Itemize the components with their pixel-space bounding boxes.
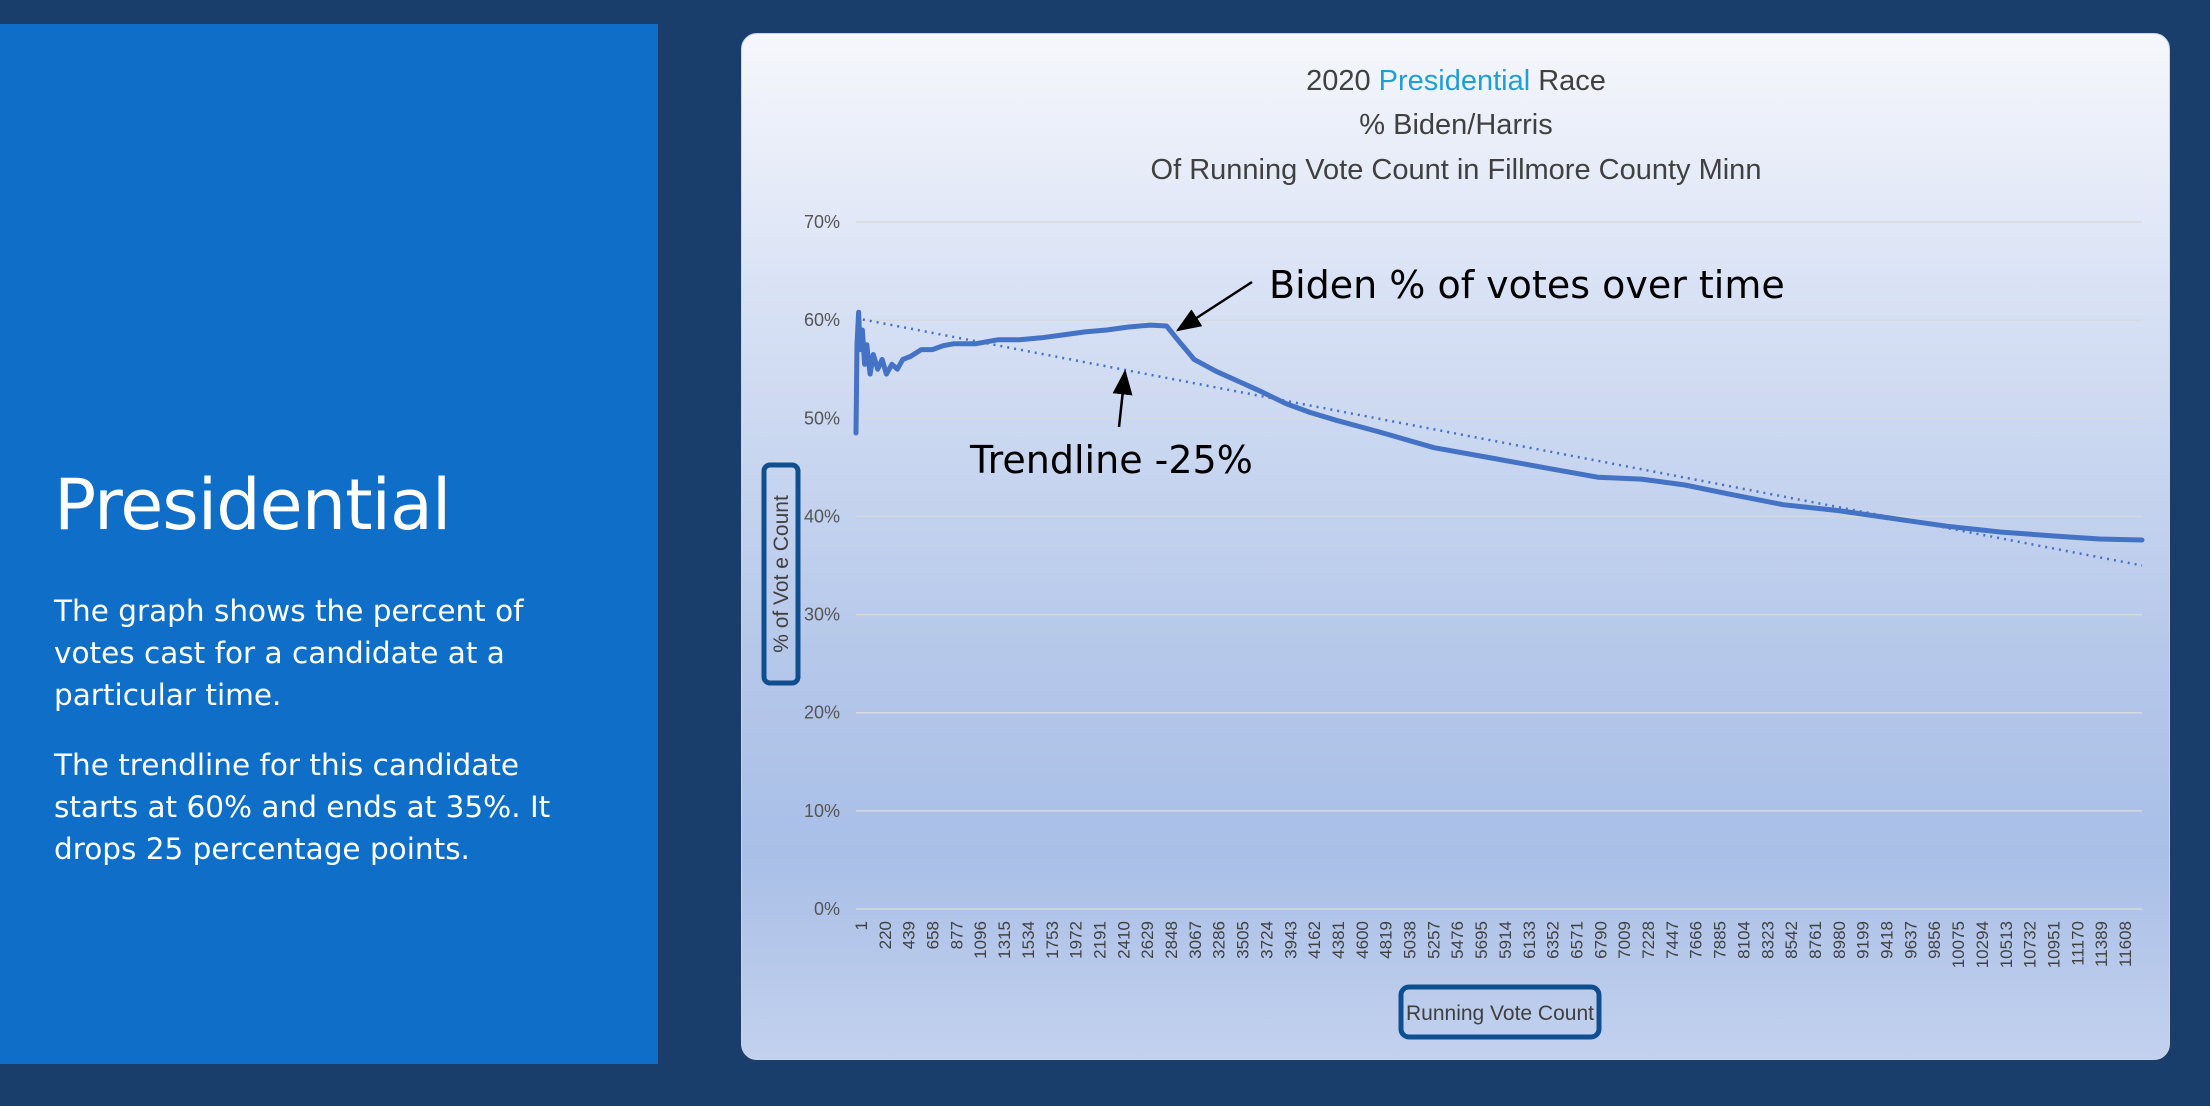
- slide-paragraph-2: The trendline for this candidate starts …: [54, 748, 551, 866]
- annotation-trendline-label: Trendline -25%: [969, 438, 1253, 482]
- y-tick-label: 40%: [804, 506, 840, 526]
- x-tick-label: 8761: [1806, 921, 1825, 959]
- y-axis-label: % of Vot e Count: [770, 495, 793, 653]
- x-tick-label: 3067: [1186, 921, 1205, 959]
- slide-text-panel: Presidential The graph shows the percent…: [0, 24, 658, 1064]
- slide-paragraph-1: The graph shows the percent of votes cas…: [54, 594, 524, 712]
- x-tick-label: 11389: [2092, 921, 2111, 967]
- x-tick-label: 4819: [1377, 921, 1396, 959]
- chart-title-highlight: Presidential: [1379, 65, 1531, 97]
- x-tick-label: 9199: [1854, 921, 1873, 959]
- chart-card: 2020 Presidential Race % Biden/Harris Of…: [741, 33, 2170, 1060]
- y-tick-label: 10%: [804, 801, 840, 821]
- chart-subtitle-1: % Biden/Harris: [1359, 109, 1552, 141]
- x-tick-label: 8542: [1782, 921, 1801, 959]
- x-tick-label: 3286: [1210, 921, 1229, 959]
- chart-title: 2020 Presidential Race: [1306, 65, 1606, 97]
- x-tick-label: 10513: [1997, 921, 2016, 968]
- x-tick-label: 1: [852, 921, 871, 930]
- x-tick-label: 6352: [1544, 921, 1563, 959]
- x-tick-label: 7885: [1711, 921, 1730, 959]
- x-tick-label: 1534: [1019, 921, 1038, 959]
- x-tick-label: 9418: [1878, 921, 1897, 959]
- x-tick-label: 9637: [1901, 921, 1920, 959]
- x-tick-label: 9856: [1925, 921, 1944, 959]
- x-tick-label: 7666: [1687, 921, 1706, 959]
- trendline: [855, 316, 2143, 567]
- y-tick-label: 30%: [804, 605, 840, 625]
- x-tick-label: 5695: [1472, 921, 1491, 959]
- x-tick-label: 11170: [2068, 921, 2087, 966]
- x-tick-label: 877: [947, 921, 966, 949]
- x-tick-label: 3724: [1257, 921, 1276, 959]
- x-tick-label: 4600: [1353, 921, 1372, 959]
- x-tick-label: 5476: [1448, 921, 1467, 959]
- annotation-trendline: Trendline -25%: [969, 369, 1253, 482]
- x-tick-label: 8980: [1830, 921, 1849, 959]
- x-tick-label: 1315: [995, 921, 1014, 959]
- y-tick-label: 70%: [804, 212, 840, 232]
- y-axis-ticks: 0% 10% 20% 30% 40% 50% 60% 70%: [804, 212, 840, 919]
- x-tick-label: 1972: [1067, 921, 1086, 959]
- annotation-biden-label: Biden % of votes over time: [1269, 263, 1785, 307]
- x-tick-label: 10951: [2044, 921, 2063, 968]
- y-tick-label: 0%: [814, 899, 840, 919]
- x-tick-label: 6571: [1567, 921, 1586, 959]
- x-axis-ticks: 1 220 439 658 877 1096 1315 1534 1753 1972 2191 241…: [852, 921, 2135, 968]
- xlabel-box: Running Vote Count: [1398, 984, 1602, 1040]
- x-tick-label: 3505: [1234, 921, 1253, 959]
- gridlines: [856, 221, 2142, 910]
- x-tick-label: 6790: [1591, 921, 1610, 959]
- x-axis-label: Running Vote Count: [1406, 1002, 1594, 1025]
- x-tick-label: 5038: [1401, 921, 1420, 959]
- x-tick-label: 2629: [1138, 921, 1157, 959]
- x-tick-label: 8323: [1758, 921, 1777, 959]
- y-tick-label: 20%: [804, 703, 840, 723]
- x-tick-label: 2191: [1090, 921, 1109, 959]
- x-tick-label: 7009: [1615, 921, 1634, 959]
- series-layer: [853, 309, 2145, 567]
- x-tick-label: 658: [924, 921, 943, 949]
- ylabel-box: % of Vot e Count: [761, 462, 801, 686]
- x-tick-label: 8104: [1734, 921, 1753, 959]
- x-tick-label: 5914: [1496, 921, 1515, 959]
- x-tick-label: 10294: [1973, 921, 1992, 968]
- x-tick-label: 7447: [1663, 921, 1682, 959]
- y-tick-label: 60%: [804, 310, 840, 330]
- x-tick-label: 220: [876, 921, 895, 949]
- x-tick-label: 5257: [1424, 921, 1443, 959]
- x-tick-label: 10075: [1949, 921, 1968, 968]
- series-biden-line: [853, 309, 2145, 543]
- slide-title: Presidential: [54, 464, 451, 546]
- x-tick-label: 1096: [971, 921, 990, 959]
- y-tick-label: 50%: [804, 408, 840, 428]
- annotation-biden: Biden % of votes over time: [1175, 263, 1785, 332]
- x-tick-label: 2410: [1114, 921, 1133, 959]
- x-tick-label: 10732: [2021, 921, 2040, 968]
- x-tick-label: 4381: [1329, 921, 1348, 959]
- x-tick-label: 11608: [2116, 921, 2135, 967]
- x-tick-label: 7228: [1639, 921, 1658, 959]
- chart-subtitle-2: Of Running Vote Count in Fillmore County…: [1151, 154, 1762, 186]
- line-chart: 2020 Presidential Race % Biden/Harris Of…: [761, 65, 2145, 1040]
- x-tick-label: 439: [900, 921, 919, 949]
- x-tick-label: 4162: [1305, 921, 1324, 959]
- x-tick-label: 1753: [1043, 921, 1062, 959]
- x-tick-label: 6133: [1520, 921, 1539, 959]
- x-tick-label: 2848: [1162, 921, 1181, 959]
- x-tick-label: 3943: [1281, 921, 1300, 959]
